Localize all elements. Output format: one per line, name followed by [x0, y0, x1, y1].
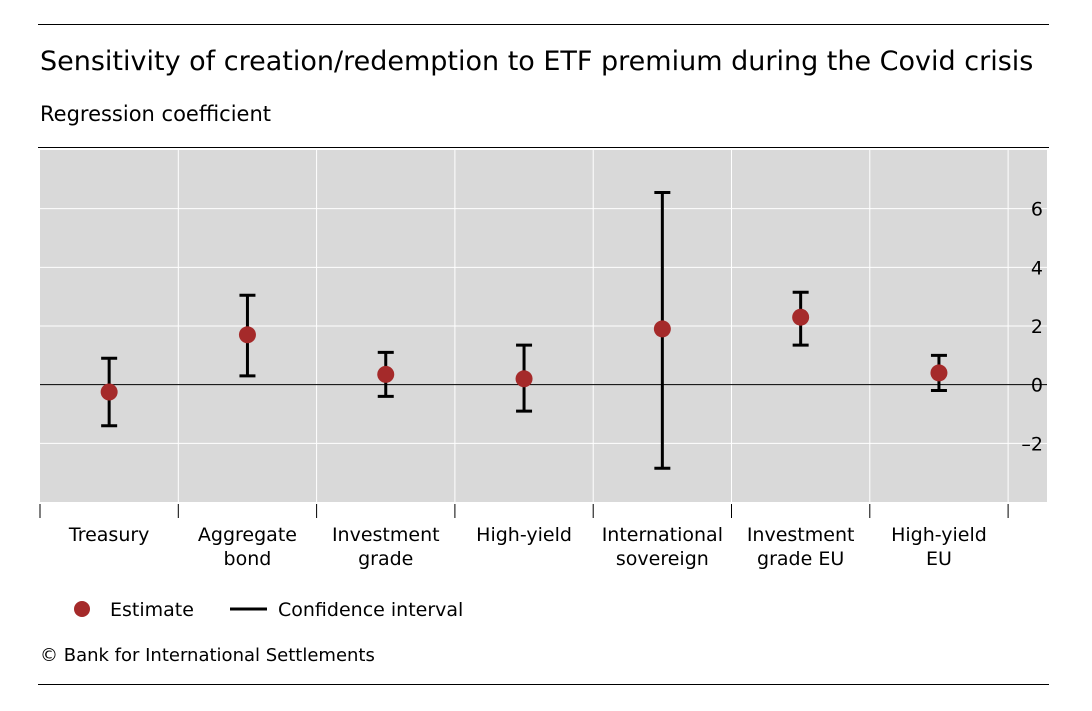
x-tick-label: High-yield: [476, 524, 572, 546]
y-tick-label: 4: [1031, 257, 1043, 279]
legend-estimate-label: Estimate: [110, 599, 194, 621]
x-tick-label: grade EU: [757, 548, 844, 570]
x-tick-label: International: [602, 524, 723, 546]
page-title: Sensitivity of creation/redemption to ET…: [40, 46, 1034, 77]
legend: Estimate Confidence interval: [74, 599, 463, 621]
estimate-point: [377, 365, 395, 383]
x-tick-label: Investment: [747, 524, 855, 546]
x-axis-ticks: [39, 504, 1009, 518]
x-tick-label: High-yield: [891, 524, 987, 546]
x-tick-label: grade: [358, 548, 413, 570]
x-tick-label: bond: [224, 548, 272, 570]
y-tick-label: 6: [1031, 199, 1043, 221]
estimate-point: [100, 383, 118, 401]
estimate-points: [100, 308, 948, 401]
x-tick-label: Aggregate: [198, 524, 297, 546]
x-tick-label: EU: [926, 548, 952, 570]
estimate-point: [792, 308, 810, 326]
page-subtitle: Regression coefficient: [40, 102, 271, 126]
x-tick-label: Investment: [332, 524, 440, 546]
source-credit: © Bank for International Settlements: [40, 645, 375, 666]
y-tick-label: –2: [1021, 433, 1043, 455]
estimate-point: [515, 370, 533, 388]
estimate-point: [238, 326, 256, 344]
estimate-point: [930, 364, 948, 382]
legend-ci-label: Confidence interval: [278, 599, 463, 621]
bottom-rule: [38, 684, 1049, 685]
x-axis-labels: Treasury AggregatebondInvestmentgradeHigh…: [68, 524, 987, 570]
y-axis-labels: –2 0 2 4 6: [1021, 199, 1043, 456]
estimate-point: [653, 320, 671, 338]
gridlines: [40, 150, 1047, 502]
legend-estimate-marker: [74, 601, 90, 617]
x-tick-label: sovereign: [616, 548, 709, 570]
x-tick-label: Treasury: [68, 524, 150, 546]
top-rule: [38, 24, 1049, 25]
y-tick-label: 2: [1031, 316, 1043, 338]
y-tick-label: 0: [1031, 375, 1043, 397]
